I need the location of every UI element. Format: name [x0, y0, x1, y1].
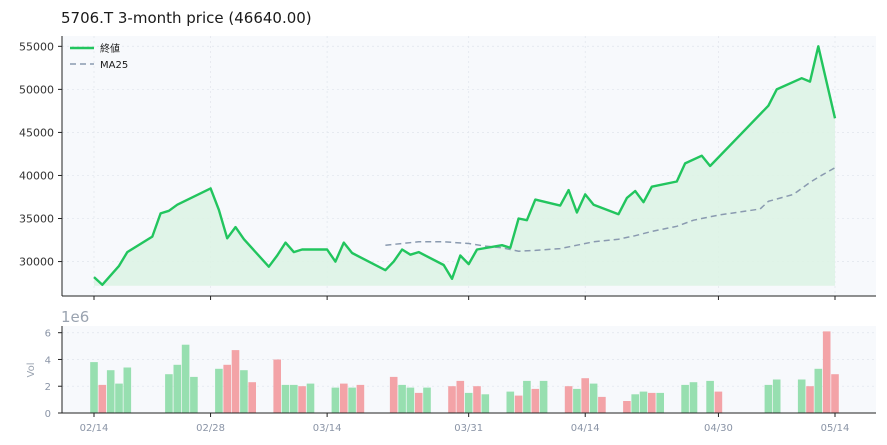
volume-bar — [348, 387, 356, 413]
volume-y-ticks: 0 2 4 6 — [45, 329, 62, 420]
volume-bar — [106, 370, 115, 413]
ma25-line — [385, 167, 836, 252]
volume-bar — [290, 384, 298, 413]
volume-bar — [714, 391, 723, 413]
volume-bar — [181, 344, 190, 413]
volume-bar — [797, 379, 806, 413]
volume-bar — [689, 382, 698, 413]
volume-y-tick-label: 4 — [45, 355, 51, 366]
volume-x-ticks: 02/14 02/28 03/14 03/31 04/14 04/30 05/14 — [80, 413, 850, 434]
volume-bar — [356, 384, 365, 413]
price-area-fill — [94, 46, 835, 286]
volume-bar — [822, 331, 831, 413]
volume-bar — [306, 383, 315, 413]
volume-x-tick-label: 03/14 — [313, 423, 342, 434]
volume-x-tick-label: 02/28 — [196, 423, 225, 434]
volume-bar — [240, 370, 248, 413]
chart-title: 5706.T 3-month price (46640.00) — [61, 9, 312, 27]
volume-bar — [115, 383, 123, 413]
volume-bar — [481, 394, 490, 413]
volume-bar — [573, 388, 581, 413]
volume-bar — [639, 391, 648, 413]
price-y-tick-label: 45000 — [19, 126, 54, 139]
volume-bar — [281, 384, 290, 413]
volume-x-tick-label: 04/30 — [704, 423, 733, 434]
volume-bar — [398, 384, 406, 413]
volume-bar — [423, 387, 431, 413]
volume-bar — [165, 374, 173, 413]
volume-bar — [90, 362, 98, 413]
volume-bar — [448, 386, 456, 413]
legend-close-label: 終値 — [100, 42, 120, 55]
volume-bar — [173, 364, 182, 413]
volume-bars — [90, 331, 839, 413]
volume-bar — [331, 387, 340, 413]
volume-bar — [406, 387, 415, 413]
volume-bar — [648, 392, 656, 413]
volume-x-tick-label: 03/31 — [454, 423, 483, 434]
volume-bar — [389, 376, 398, 413]
volume-y-tick-label: 0 — [45, 409, 51, 420]
volume-bar — [514, 395, 523, 413]
volume-bar — [589, 383, 598, 413]
close-price-line — [93, 45, 837, 286]
volume-x-tick-label: 05/14 — [821, 423, 850, 434]
volume-x-tick-label: 04/14 — [571, 423, 600, 434]
price-y-tick-label: 30000 — [19, 256, 54, 269]
volume-bar — [706, 380, 714, 413]
price-x-tick-marks — [93, 296, 836, 300]
volume-y-tick-label: 2 — [45, 382, 51, 393]
volume-bar — [123, 367, 132, 413]
price-y-tick-label: 55000 — [19, 40, 54, 53]
volume-bar — [681, 384, 689, 413]
legend: 終値 MA25 — [70, 42, 128, 71]
volume-bar — [564, 386, 573, 413]
volume-bar — [215, 368, 223, 413]
volume-bar — [656, 392, 664, 413]
volume-bar — [98, 384, 107, 413]
volume-scale-label: 1e6 — [61, 308, 89, 326]
volume-bar — [539, 380, 548, 413]
volume-bar — [456, 380, 465, 413]
price-y-tick-label: 50000 — [19, 83, 54, 96]
volume-bar — [831, 374, 839, 413]
price-y-tick-label: 40000 — [19, 169, 54, 182]
volume-bar — [190, 376, 198, 413]
volume-x-tick-label: 02/14 — [80, 423, 109, 434]
volume-bar — [473, 386, 481, 413]
volume-bar — [598, 396, 606, 413]
volume-y-label: Vol — [26, 363, 37, 378]
legend-ma-label: MA25 — [100, 60, 128, 71]
volume-bar — [523, 380, 531, 413]
volume-bar — [631, 394, 639, 413]
volume-bar — [623, 401, 631, 413]
volume-bar — [506, 391, 515, 413]
volume-bar — [248, 382, 256, 413]
volume-bar — [414, 392, 423, 413]
volume-bar — [231, 350, 240, 413]
price-y-ticks: 30000 35000 40000 45000 50000 55000 — [19, 40, 62, 269]
volume-bar — [581, 378, 589, 413]
volume-bar — [772, 379, 781, 413]
volume-bar — [340, 383, 348, 413]
volume-bar — [814, 368, 823, 413]
volume-bar — [273, 359, 281, 413]
volume-bar — [764, 384, 773, 413]
price-y-tick-label: 35000 — [19, 213, 54, 226]
volume-bar — [464, 392, 473, 413]
volume-bar — [531, 388, 540, 413]
volume-y-tick-label: 6 — [45, 329, 51, 340]
volume-bar — [298, 386, 306, 413]
volume-bar — [223, 364, 231, 413]
volume-bar — [806, 386, 814, 413]
